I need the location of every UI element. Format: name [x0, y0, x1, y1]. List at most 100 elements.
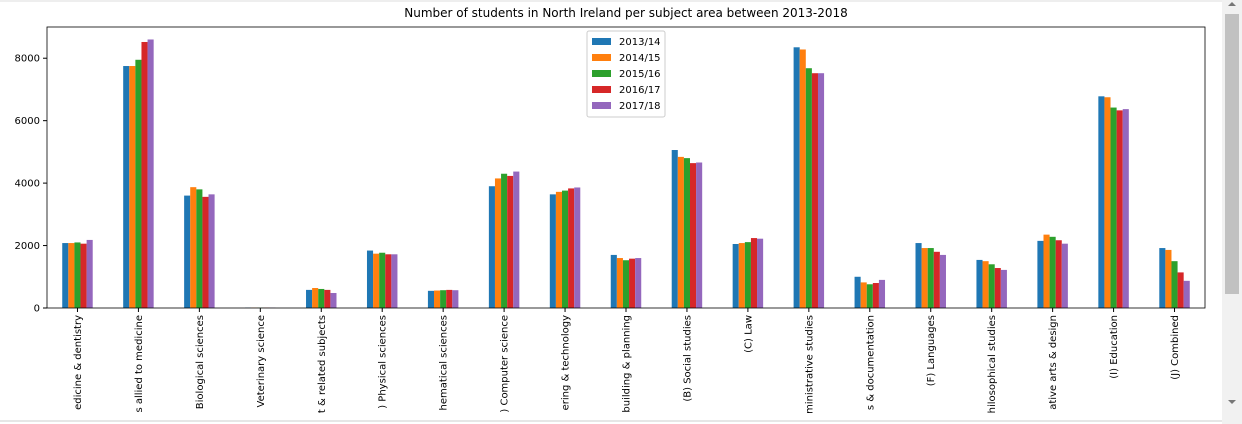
x-tick-label: ering & technology [561, 315, 572, 410]
bar [793, 47, 800, 309]
bar [86, 239, 93, 308]
bar [1177, 272, 1184, 308]
scroll-up[interactable] [1228, 2, 1236, 6]
bar [744, 242, 751, 308]
bar [878, 279, 886, 308]
bar [683, 158, 690, 308]
plot-frame [46, 26, 1206, 309]
bar [1049, 236, 1056, 308]
bar [208, 194, 215, 308]
x-tick-label: (J) Combined [1170, 315, 1181, 380]
bar [1000, 269, 1007, 308]
bar [677, 156, 684, 308]
x-tick-label: building & planning [622, 315, 633, 413]
y-tick-label: 6000 [15, 116, 40, 127]
bar [306, 289, 313, 308]
bar [501, 173, 508, 308]
bar [1055, 240, 1062, 308]
bar [129, 66, 136, 309]
x-tick-label: ) Computer science [500, 315, 511, 413]
bar [452, 290, 459, 308]
bar [135, 59, 142, 309]
bar [123, 66, 130, 309]
y-tick-label: 0 [34, 304, 40, 315]
bar [921, 248, 928, 308]
bar [866, 284, 873, 308]
bar [366, 250, 374, 308]
bar [494, 178, 502, 308]
bar [427, 290, 435, 308]
bar [982, 261, 989, 308]
bar [1165, 249, 1172, 308]
bar [757, 238, 764, 308]
bar [1043, 234, 1050, 308]
bar [434, 290, 441, 308]
x-tick-label: Veterinary science [256, 315, 267, 407]
legend-swatch [592, 86, 611, 93]
bar [860, 282, 867, 308]
bar [1159, 248, 1166, 308]
bar [446, 289, 453, 308]
bar [988, 264, 995, 308]
bar [750, 238, 758, 308]
bar [507, 175, 514, 308]
x-tick-label: edicine & dentistry [73, 315, 84, 410]
bar [74, 242, 81, 308]
x-tick-label: s allied to medicine [134, 315, 145, 413]
bar [732, 243, 739, 308]
bar [811, 73, 818, 308]
bar [817, 73, 825, 308]
chart-title: Number of students in North Ireland per … [404, 6, 848, 20]
bar [202, 196, 209, 308]
bar [330, 293, 337, 308]
bar [68, 243, 75, 308]
bar [629, 258, 636, 308]
x-tick-label: ative arts & design [1048, 315, 1059, 410]
scroll-down[interactable] [1228, 400, 1236, 404]
x-tick-label: ministrative studies [804, 315, 815, 414]
bar [513, 171, 520, 308]
bar [805, 68, 812, 308]
bar [1104, 97, 1111, 308]
bar [933, 251, 940, 308]
x-tick-label: (B) Social studies [682, 315, 693, 402]
bar [927, 248, 934, 308]
x-tick-label: s & documentation [865, 315, 876, 410]
bar [574, 187, 581, 308]
legend-label: 2017/18 [619, 101, 661, 112]
bar [549, 194, 556, 308]
legend-swatch [592, 38, 611, 45]
bar [440, 290, 447, 308]
bar [184, 195, 191, 308]
bar [62, 243, 69, 308]
bar [312, 288, 319, 308]
bar [1183, 280, 1190, 308]
bar [562, 190, 569, 308]
bar [994, 268, 1001, 308]
x-tick-label: hilosophical studies [987, 315, 998, 413]
bar [488, 186, 495, 308]
legend-label: 2014/15 [619, 53, 661, 64]
bar [568, 188, 575, 308]
bar [872, 283, 879, 308]
bar [976, 259, 983, 308]
bar [196, 189, 203, 308]
legend-label: 2015/16 [619, 69, 661, 80]
plot-area: 0 2000 4000 6000 8000 edicine & dentistry s al… [15, 26, 1206, 414]
bar [379, 252, 386, 308]
scrollbar-thumb[interactable] [1225, 14, 1239, 294]
bar [1061, 243, 1068, 308]
bar [1037, 240, 1044, 308]
bar [80, 243, 87, 308]
bar [1098, 96, 1105, 309]
bar [738, 243, 745, 308]
bar [1110, 107, 1117, 308]
x-tick-label: t & related subjects [317, 315, 328, 413]
y-tick-label: 2000 [15, 241, 40, 252]
legend-swatch [592, 70, 611, 77]
y-tick-label: 8000 [15, 54, 40, 65]
y-tick-label: 4000 [15, 179, 40, 190]
bar [318, 288, 325, 308]
